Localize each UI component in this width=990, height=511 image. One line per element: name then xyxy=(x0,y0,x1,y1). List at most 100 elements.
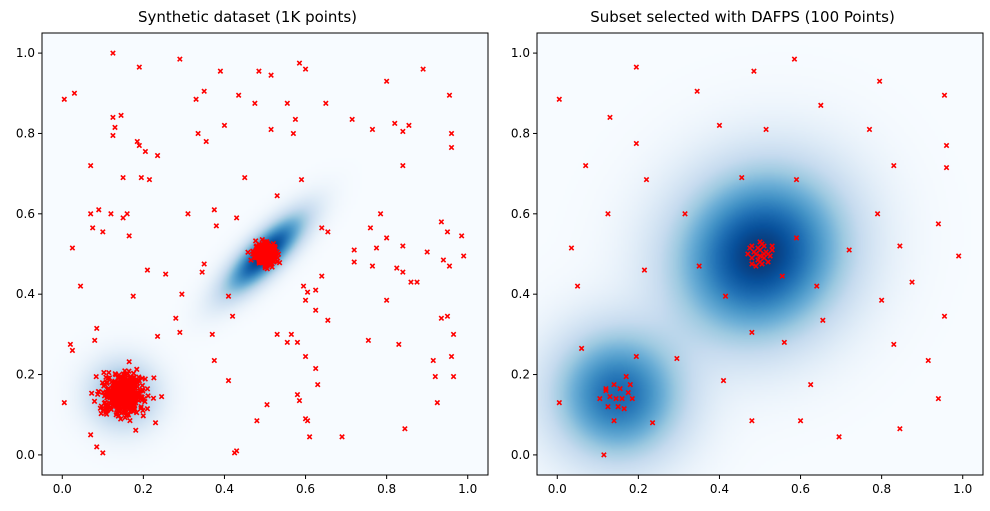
data-point xyxy=(312,365,319,372)
data-point xyxy=(121,376,127,382)
data-point xyxy=(131,405,138,412)
data-point xyxy=(185,211,191,217)
data-point xyxy=(763,126,769,133)
data-point xyxy=(296,60,303,66)
x-tick-label: 0.8 xyxy=(377,482,396,496)
data-point xyxy=(694,88,700,95)
data-point xyxy=(274,192,280,199)
data-point xyxy=(217,68,224,74)
data-point xyxy=(391,120,398,127)
data-point xyxy=(400,269,406,275)
data-point xyxy=(438,315,445,322)
data-point xyxy=(400,162,406,169)
data-point xyxy=(124,405,130,411)
data-point xyxy=(233,215,240,221)
data-point xyxy=(749,329,755,336)
data-point xyxy=(935,221,942,227)
data-point xyxy=(611,417,617,424)
data-point xyxy=(104,380,110,387)
x-tick-label: 0.2 xyxy=(629,482,648,496)
data-point xyxy=(574,283,581,289)
x-tick-label: 0.4 xyxy=(215,482,234,496)
data-point xyxy=(69,347,76,354)
y-tick-label: 0.4 xyxy=(511,287,530,301)
y-tick-label: 0.8 xyxy=(16,126,35,140)
y-tick-label: 0.2 xyxy=(16,368,35,382)
data-point xyxy=(100,407,107,413)
data-point xyxy=(761,251,767,257)
data-point xyxy=(154,333,161,340)
data-point xyxy=(130,370,137,376)
data-point xyxy=(556,399,563,406)
plot-frame xyxy=(41,32,489,476)
data-point xyxy=(351,259,357,265)
data-point xyxy=(682,211,688,217)
y-tick-label: 0.4 xyxy=(16,287,35,301)
data-point xyxy=(312,307,319,314)
chart-svg: 0.0 0.2 0.4 0.6 0.8 1.0 0.0 0.2 0.4 0.6 0.8 1.0 xyxy=(16,32,489,496)
data-point xyxy=(797,417,804,424)
x-tick-label: 0.2 xyxy=(134,482,153,496)
data-point xyxy=(424,249,430,255)
data-point xyxy=(258,249,265,255)
data-point xyxy=(129,400,135,406)
data-point xyxy=(94,391,101,398)
data-point xyxy=(67,341,74,348)
data-point xyxy=(120,215,126,221)
data-point xyxy=(203,138,209,145)
data-point xyxy=(751,249,757,255)
data-point xyxy=(270,243,277,250)
data-point xyxy=(269,253,275,260)
data-point xyxy=(300,283,307,289)
data-point xyxy=(633,140,640,147)
scatter-markers xyxy=(61,50,467,456)
data-point xyxy=(258,255,264,262)
data-point xyxy=(897,426,903,432)
data-point xyxy=(448,130,455,137)
data-point xyxy=(325,317,331,324)
data-point xyxy=(434,399,441,406)
data-point xyxy=(272,252,279,258)
data-point xyxy=(136,64,143,70)
data-point xyxy=(142,148,149,155)
data-point xyxy=(87,211,94,217)
data-point xyxy=(818,102,824,109)
data-point xyxy=(140,413,147,419)
data-point xyxy=(813,283,820,289)
data-point xyxy=(292,116,299,123)
data-point xyxy=(101,369,107,376)
data-point xyxy=(605,211,611,217)
data-point xyxy=(323,100,329,107)
x-tick-label: 1.0 xyxy=(458,482,477,496)
data-point xyxy=(294,339,301,346)
data-point xyxy=(753,263,759,269)
data-point xyxy=(112,398,119,404)
data-point xyxy=(142,376,149,382)
data-point xyxy=(117,374,123,380)
data-point xyxy=(199,269,205,275)
data-point xyxy=(876,78,883,84)
data-point xyxy=(438,219,445,225)
data-point xyxy=(126,233,132,239)
data-point xyxy=(369,126,376,133)
data-point xyxy=(367,225,374,231)
data-point xyxy=(312,287,319,293)
data-point xyxy=(254,417,260,424)
data-point xyxy=(891,162,897,169)
data-point xyxy=(779,273,786,279)
data-point xyxy=(124,211,130,217)
data-point xyxy=(209,331,216,338)
data-point xyxy=(400,128,406,135)
data-point xyxy=(925,357,932,364)
data-point xyxy=(369,263,376,269)
data-point xyxy=(943,164,950,171)
data-point xyxy=(432,373,439,380)
data-point xyxy=(77,283,84,289)
data-point xyxy=(897,243,903,249)
data-point xyxy=(138,393,145,400)
data-point xyxy=(118,392,125,399)
data-point xyxy=(93,325,100,332)
data-point xyxy=(396,341,402,348)
data-point xyxy=(430,357,437,364)
data-point xyxy=(248,257,254,263)
